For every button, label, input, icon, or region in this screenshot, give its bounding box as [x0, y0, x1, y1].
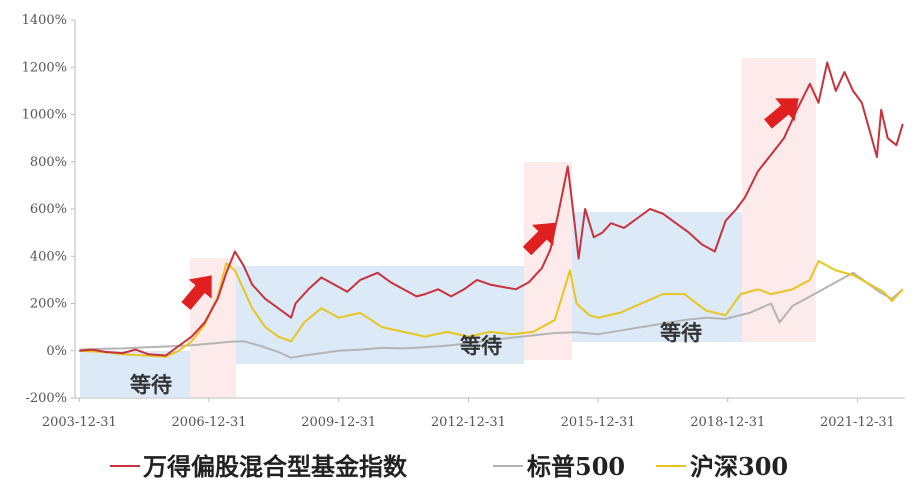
legend-label-sp500: 标普500 — [527, 452, 625, 481]
y-tick-label: 0% — [46, 344, 67, 359]
x-tick-label: 2009-12-31 — [301, 415, 376, 430]
waiting-label-2: 等待 — [460, 334, 502, 358]
x-tick-label: 2006-12-31 — [172, 415, 247, 430]
series-layer — [79, 61, 904, 359]
rally-region-3 — [742, 58, 816, 342]
y-tick-label: 400% — [30, 249, 67, 264]
waiting-label-3: 等待 — [660, 321, 702, 345]
rise-arrows — [181, 98, 799, 310]
legend-label-fund-index: 万得偏股混合型基金指数 — [143, 452, 408, 481]
legend-label-csi300: 沪深300 — [690, 452, 788, 481]
up-arrow-icon — [181, 275, 212, 310]
waiting-label-1: 等待 — [130, 373, 172, 397]
csi300-line — [79, 260, 904, 358]
x-axis-ticks: 2003-12-31 2006-12-31 2009-12-31 2012-12-31… — [42, 398, 895, 430]
x-tick-label: 2021-12-31 — [820, 415, 895, 430]
y-tick-label: -200% — [25, 391, 67, 406]
y-axis-ticks: -200% 0% 200% 400% 600% 800% 1000% 1200% 1400% — [22, 13, 75, 406]
waiting-region-1 — [80, 351, 190, 397]
up-arrow-icon — [522, 222, 556, 256]
y-tick-label: 1400% — [22, 13, 67, 28]
highlight-regions — [80, 58, 816, 397]
y-tick-label: 600% — [30, 202, 67, 217]
waiting-region-3 — [572, 212, 742, 342]
fund-index-line — [79, 61, 904, 357]
x-tick-label: 2003-12-31 — [42, 415, 117, 430]
rally-region-2 — [524, 162, 572, 360]
x-tick-label: 2015-12-31 — [561, 415, 636, 430]
y-tick-label: 1000% — [22, 108, 67, 123]
sp500-line — [79, 271, 904, 359]
y-tick-label: 200% — [30, 297, 67, 312]
up-arrow-icon — [764, 98, 799, 129]
legend: 万得偏股混合型基金指数 标普500 沪深300 — [110, 452, 788, 481]
y-tick-label: 1200% — [22, 60, 67, 75]
x-tick-label: 2018-12-31 — [690, 415, 765, 430]
x-tick-label: 2012-12-31 — [431, 415, 506, 430]
y-tick-label: 800% — [30, 155, 67, 170]
